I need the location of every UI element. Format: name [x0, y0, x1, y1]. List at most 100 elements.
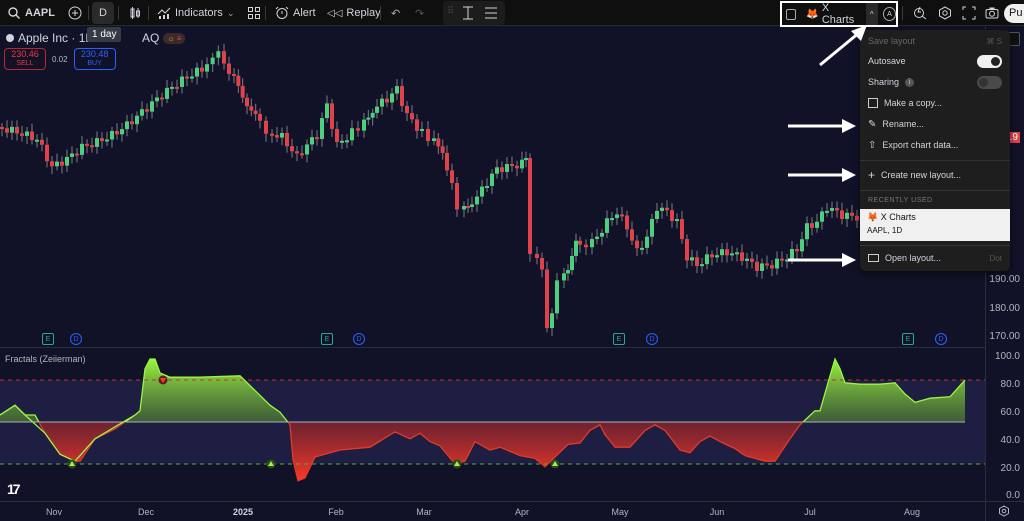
- folder-icon: [868, 254, 879, 262]
- indicators-button[interactable]: Indicators: [152, 2, 228, 24]
- sell-buy-panel: 230.46 SELL 0.02 230.48 BUY: [4, 48, 116, 70]
- symbol-search[interactable]: AAPL: [2, 2, 60, 24]
- autosave-label: Autosave: [868, 56, 906, 66]
- time-label: Mar: [416, 507, 432, 517]
- earnings-marker[interactable]: E: [902, 333, 914, 345]
- object-tree-icon[interactable]: [483, 5, 499, 21]
- candlestick-series: [0, 43, 859, 336]
- price-pane[interactable]: Apple Inc · 1D AQ ☼ ≡ 1 day 230.46 SELL …: [0, 27, 985, 347]
- recent-layout-item[interactable]: 🦊 X Charts AAPL, 1D: [860, 209, 1010, 241]
- menu-item-create-new[interactable]: + Create new layout...: [860, 165, 1010, 185]
- chart-legend: Apple Inc · 1D AQ ☼ ≡: [6, 31, 186, 45]
- layout-name-button[interactable]: 🦊 X Charts: [806, 2, 860, 26]
- sell-label: SELL: [16, 60, 34, 67]
- compare-symbol-button[interactable]: [63, 2, 87, 24]
- settings-button[interactable]: [933, 2, 957, 24]
- drag-handle-icon[interactable]: ⠿: [447, 6, 455, 17]
- menu-divider: [860, 160, 1010, 161]
- search-icon: [8, 7, 20, 19]
- menu-item-sharing[interactable]: Sharing i: [860, 72, 1010, 92]
- checkbox-icon[interactable]: [786, 8, 797, 20]
- dividend-marker[interactable]: D: [646, 333, 658, 345]
- lightning-search-icon: [914, 6, 927, 20]
- indicators-icon: [157, 7, 171, 19]
- chevron-up-icon: ^: [869, 9, 874, 19]
- osc-label: 80.0: [1000, 379, 1020, 390]
- divider: [148, 6, 149, 20]
- undo-icon: ↶: [391, 7, 401, 20]
- market-status-badge[interactable]: ☼ ≡: [163, 32, 186, 44]
- interval-tooltip: 1 day: [87, 27, 122, 42]
- menu-divider: [860, 245, 1010, 246]
- current-price-tag: ...9: [1002, 132, 1020, 143]
- time-label: Jul: [804, 507, 816, 517]
- fractals-indicator-pane[interactable]: Fractals (Zeiierman) 17: [0, 347, 985, 501]
- fullscreen-button[interactable]: [957, 2, 981, 24]
- time-label: Aug: [903, 507, 921, 517]
- time-label: Dec: [137, 507, 155, 517]
- dividend-marker[interactable]: D: [353, 333, 365, 345]
- export-label: Export chart data...: [882, 140, 959, 150]
- buy-label: BUY: [87, 60, 102, 67]
- dividend-marker[interactable]: D: [70, 333, 82, 345]
- earnings-marker[interactable]: E: [321, 333, 333, 345]
- chart-type-button[interactable]: [123, 2, 147, 24]
- layout-menu-toggle[interactable]: ^: [865, 3, 878, 25]
- recent-layout-name: X Charts: [880, 212, 916, 222]
- divider: [118, 6, 119, 20]
- menu-item-autosave[interactable]: Autosave: [860, 51, 1010, 71]
- info-icon[interactable]: i: [905, 77, 915, 87]
- redo-button[interactable]: ↷: [410, 2, 429, 24]
- menu-item-make-copy[interactable]: Make a copy...: [860, 93, 1010, 113]
- interval-button[interactable]: D: [92, 2, 114, 24]
- menu-item-save-layout[interactable]: Save layout ⌘ S: [860, 31, 1010, 51]
- price-label: 170.00: [989, 331, 1020, 342]
- alarm-clock-icon: [275, 6, 289, 19]
- snapshot-button[interactable]: [980, 2, 1004, 24]
- layout-selector-highlight: 🦊 X Charts ^ A: [780, 1, 898, 27]
- replay-label: Replay: [346, 7, 381, 19]
- tradingview-logo[interactable]: 17: [7, 481, 21, 497]
- fullscreen-icon: [962, 6, 976, 20]
- replay-button[interactable]: ◁◁ Replay: [322, 2, 386, 24]
- top-toolbar: AAPL D Indicators ⌄ Alert ◁◁ Replay ↶ ↷ …: [0, 0, 1024, 27]
- measure-icon[interactable]: [460, 5, 476, 21]
- menu-item-rename[interactable]: ✎ Rename...: [860, 114, 1010, 134]
- alert-button[interactable]: Alert: [270, 2, 321, 24]
- dividend-marker[interactable]: D: [935, 333, 947, 345]
- earnings-marker[interactable]: E: [613, 333, 625, 345]
- sell-button[interactable]: 230.46 SELL: [4, 48, 46, 70]
- quick-search-button[interactable]: [908, 2, 932, 24]
- time-label: Feb: [328, 507, 344, 517]
- sell-price: 230.46: [11, 49, 39, 59]
- divider: [265, 6, 266, 20]
- axis-settings-icon[interactable]: [998, 505, 1010, 517]
- menu-item-open-layout[interactable]: Open layout... Dot: [860, 248, 1010, 268]
- time-label: May: [611, 507, 629, 517]
- annotation-arrow: [819, 25, 867, 67]
- sharing-toggle[interactable]: [977, 75, 1002, 89]
- layouts-grid-button[interactable]: [242, 2, 266, 24]
- buy-button[interactable]: 230.48 BUY: [73, 48, 116, 70]
- menu-item-export[interactable]: ⇧ Export chart data...: [860, 135, 1010, 155]
- time-label: 2025: [232, 507, 254, 517]
- chart-area[interactable]: Apple Inc · 1D AQ ☼ ≡ 1 day 230.46 SELL …: [0, 27, 1024, 521]
- open-shortcut: Dot: [989, 253, 1002, 263]
- undo-button[interactable]: ↶: [386, 2, 405, 24]
- earnings-marker[interactable]: E: [42, 333, 54, 345]
- symbol-label: AAPL: [25, 7, 55, 19]
- divider: [88, 6, 89, 20]
- publish-button[interactable]: Pu: [1004, 4, 1024, 23]
- equal-icon: ≡: [176, 33, 182, 43]
- account-avatar[interactable]: A: [882, 7, 896, 21]
- osc-label: 60.0: [1000, 407, 1020, 418]
- price-axis[interactable]: ...9 190.00 180.00 170.00 100.0 80.0 60.…: [985, 27, 1024, 521]
- indicators-dropdown[interactable]: ⌄: [222, 2, 240, 24]
- spread-value: 0.02: [52, 54, 68, 64]
- time-axis[interactable]: Nov Dec 2025 Feb Mar Apr May Jun Jul Aug: [0, 501, 1024, 521]
- sun-icon: ☼: [167, 33, 175, 43]
- candles-icon: [130, 7, 140, 19]
- autosave-toggle[interactable]: [977, 54, 1002, 68]
- recent-layout-sub: AAPL, 1D: [867, 226, 903, 235]
- indicator-title[interactable]: Fractals (Zeiierman): [5, 354, 86, 364]
